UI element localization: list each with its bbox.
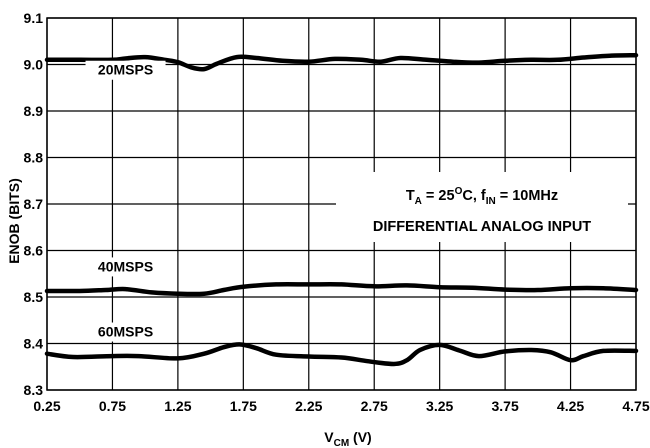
plot-frame — [46, 17, 637, 391]
series-line-20msps — [44, 52, 639, 72]
series-label-20msps: 20MSPS — [98, 62, 153, 78]
series-lines — [44, 52, 639, 367]
x-tick-label: 0.75 — [99, 398, 126, 414]
x-tick-label: 2.75 — [361, 398, 388, 414]
series-label-bg — [85, 257, 166, 277]
y-tick-label: 8.6 — [24, 243, 44, 259]
y-tick-label: 9.0 — [24, 57, 44, 73]
series-line-40msps — [44, 282, 639, 297]
x-tick-label: 3.25 — [426, 398, 453, 414]
x-tick-label: 1.75 — [230, 398, 257, 414]
x-tick-label: 0.25 — [33, 398, 60, 414]
series-label-40msps: 40MSPS — [98, 258, 153, 274]
y-tick-label: 8.3 — [24, 382, 44, 398]
series-label-60msps: 60MSPS — [98, 324, 153, 340]
x-axis-label: VCM (V) — [324, 429, 371, 448]
y-tick-label: 8.7 — [24, 196, 44, 212]
test-conditions-annotation: TA = 25OC, fIN = 10MHz DIFFERENTIAL ANAL… — [336, 172, 628, 242]
x-tick-label: 4.75 — [622, 398, 649, 414]
annotation-line-1: TA = 25OC, fIN = 10MHz — [406, 186, 558, 207]
x-tick-label: 4.25 — [557, 398, 584, 414]
y-tick-labels: 8.3 8.4 8.5 8.6 8.7 8.8 8.9 9.0 9.1 — [24, 10, 44, 398]
y-tick-label: 9.1 — [24, 10, 44, 26]
y-tick-label: 8.9 — [24, 103, 44, 119]
y-axis-label: ENOB (BITS) — [6, 178, 22, 264]
annotation-line-2: DIFFERENTIAL ANALOG INPUT — [373, 219, 591, 235]
series-labels: 20MSPS 40MSPS 60MSPS — [85, 60, 166, 342]
series-line-60msps — [44, 342, 639, 367]
y-tick-label: 8.5 — [24, 289, 44, 305]
series-label-bg — [85, 322, 166, 342]
y-tick-label: 8.4 — [24, 336, 44, 352]
x-tick-labels: 0.25 0.75 1.25 1.75 2.25 2.75 3.25 3.75 4.25 4.75 — [33, 398, 649, 414]
x-tick-label: 1.25 — [164, 398, 191, 414]
x-tick-label: 2.25 — [295, 398, 322, 414]
series-label-bg — [85, 60, 166, 80]
y-tick-label: 8.8 — [24, 150, 44, 166]
x-tick-label: 3.75 — [491, 398, 518, 414]
